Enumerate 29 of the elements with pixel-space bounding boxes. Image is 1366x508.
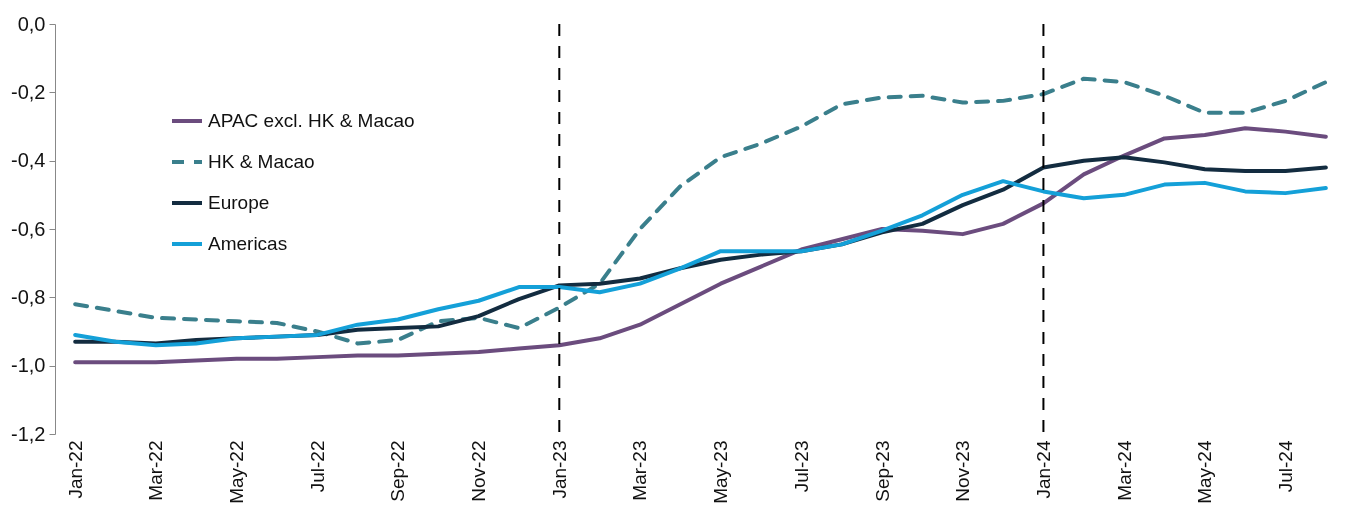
legend-label: APAC excl. HK & Macao (208, 110, 415, 131)
y-tick-label: -1,2 (11, 422, 46, 445)
x-tick-label: Nov-23 (952, 440, 974, 502)
legend-label: Americas (208, 233, 288, 254)
y-tick-label: -0,4 (11, 149, 46, 172)
x-tick-label: Mar-22 (145, 440, 167, 501)
x-tick-label: Sep-22 (387, 440, 409, 502)
x-tick-label: Jul-22 (306, 440, 328, 493)
y-tick-label: -1,0 (11, 354, 46, 377)
x-tick-label: Jan-23 (548, 440, 570, 499)
x-tick-label: Jan-24 (1032, 440, 1054, 499)
y-tick-label: -0,6 (11, 217, 46, 240)
y-tick-label: -0,8 (11, 285, 46, 308)
x-tick-label: May-23 (710, 440, 732, 504)
x-tick-label: Nov-22 (468, 440, 490, 502)
y-tick-label: 0,0 (17, 12, 46, 35)
line-series (73, 76, 1328, 346)
x-tick-label: Jul-23 (790, 440, 812, 493)
legend-label: HK & Macao (208, 151, 315, 172)
line-series (73, 126, 1328, 365)
x-tick-label: Mar-23 (629, 440, 651, 501)
legend-label: Europe (208, 192, 270, 213)
y-tick-label: -0,2 (11, 80, 46, 103)
x-tick-label: May-24 (1194, 440, 1216, 504)
x-tick-label: Jan-22 (64, 440, 86, 499)
x-tick-label: Sep-23 (871, 440, 893, 502)
x-tick-label: May-22 (226, 440, 248, 504)
x-tick-label: Mar-24 (1113, 440, 1135, 501)
x-tick-label: Jul-24 (1274, 440, 1296, 493)
